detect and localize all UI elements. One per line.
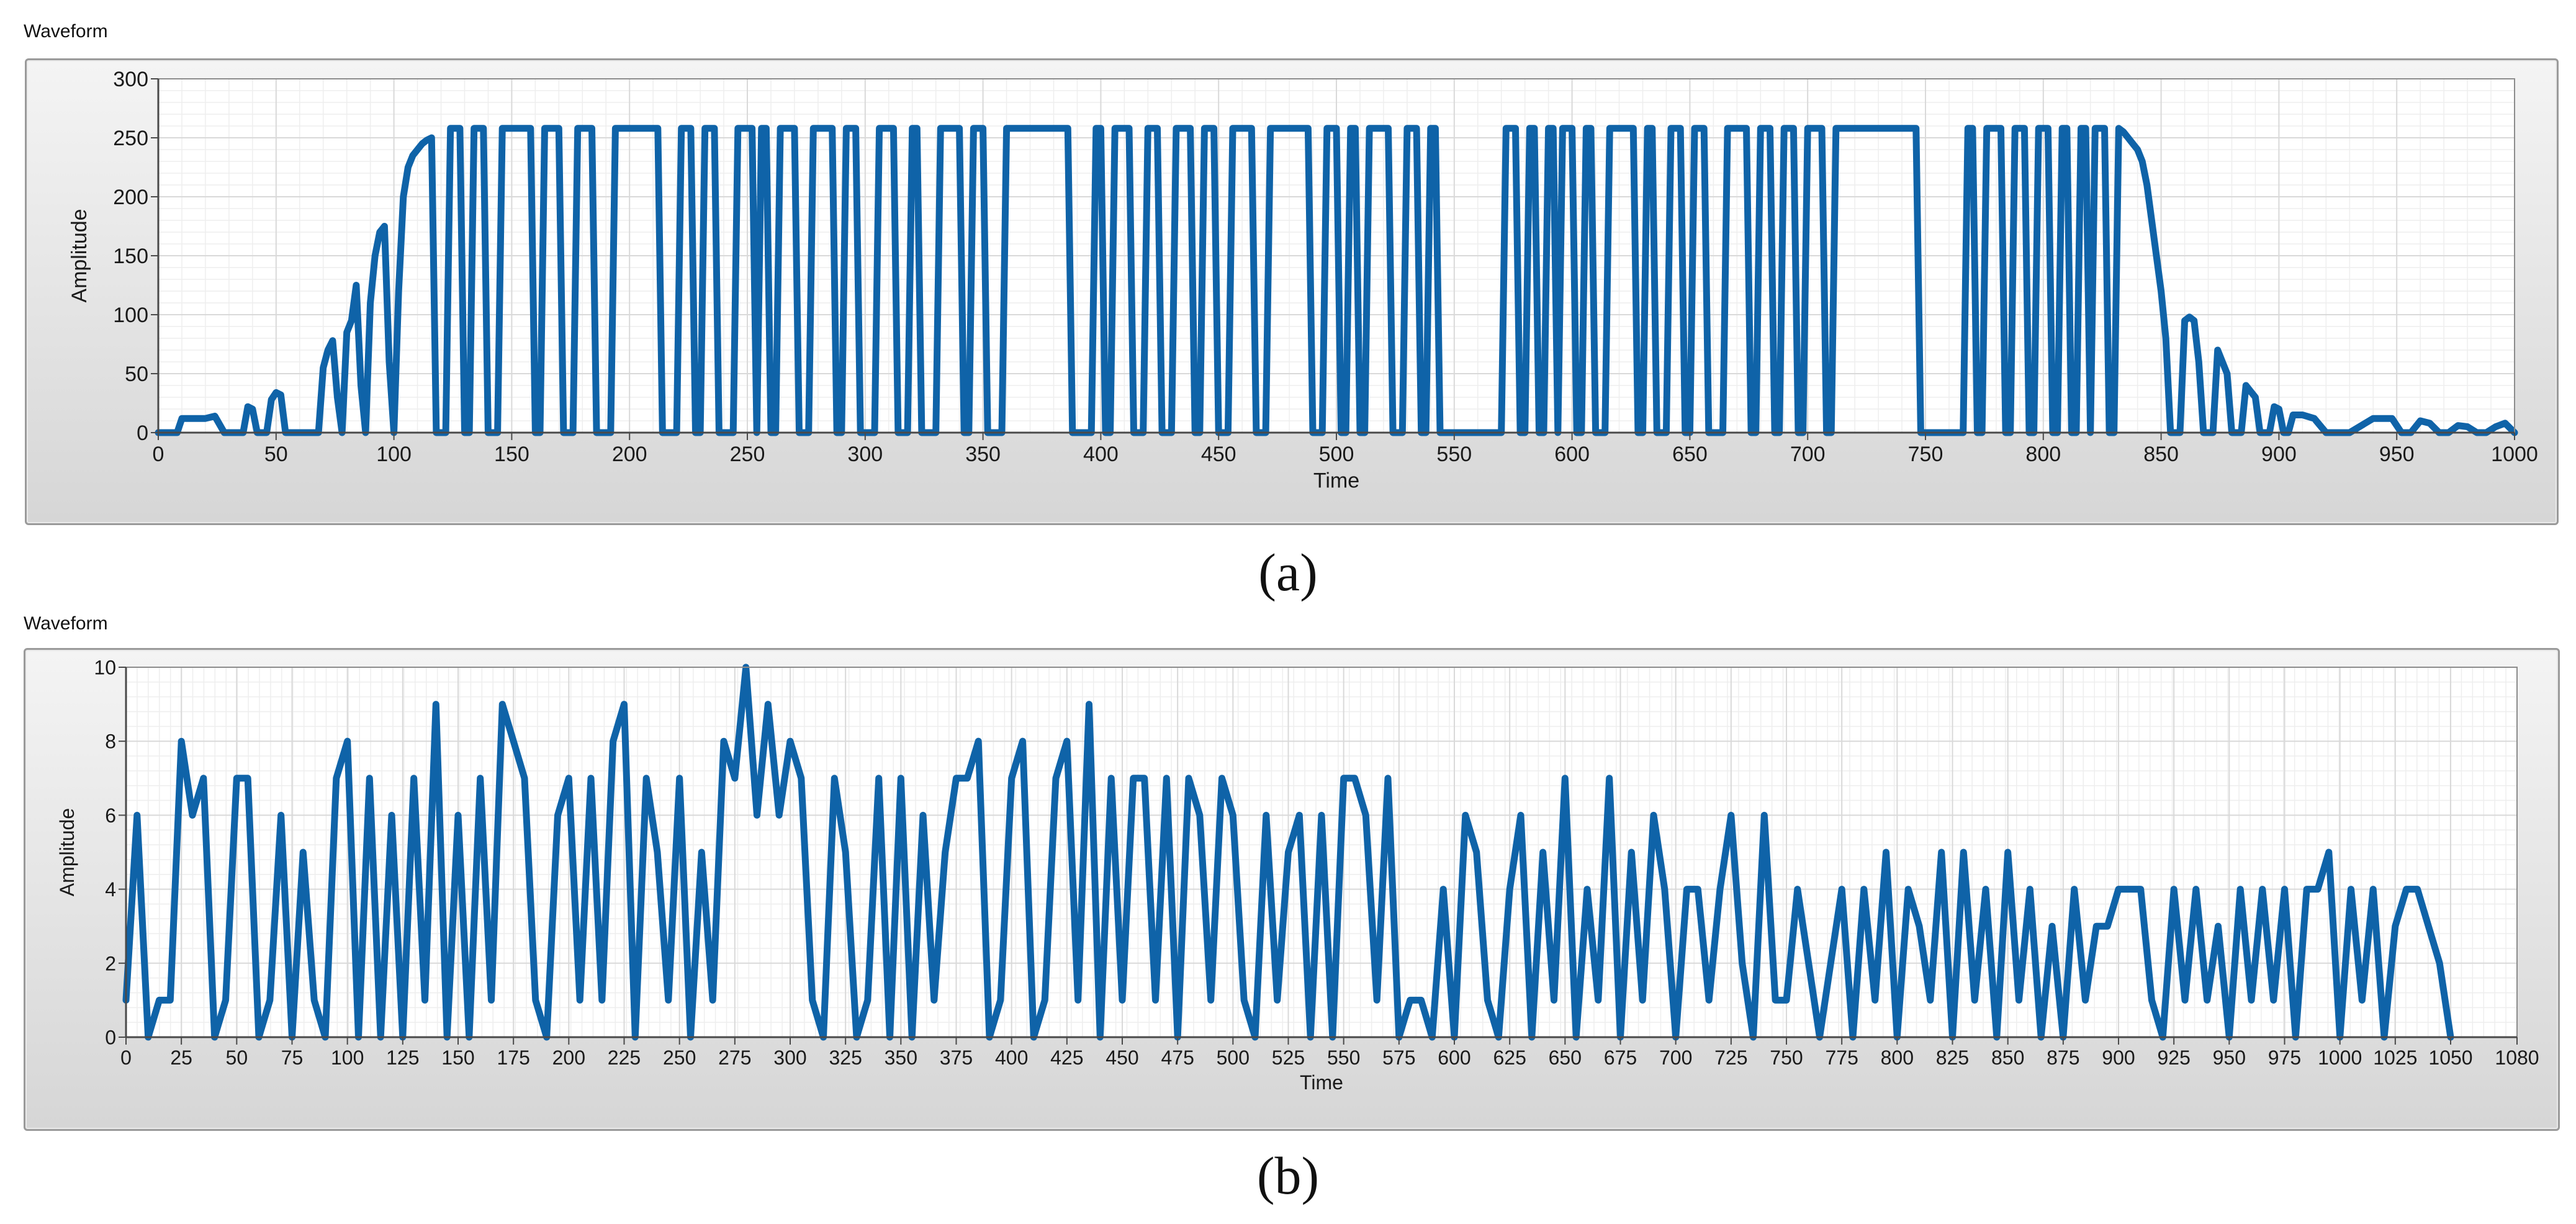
waveform-label-b: Waveform [24, 613, 108, 634]
x-tick-label: 50 [226, 1046, 248, 1069]
x-tick-label: 1000 [2491, 443, 2538, 466]
x-tick-label: 650 [1672, 443, 1708, 466]
y-axis-label-b: Amplitude [56, 808, 78, 896]
y-tick-label: 300 [113, 68, 148, 91]
x-tick-label: 375 [940, 1046, 973, 1069]
x-tick-label: 325 [829, 1046, 862, 1069]
caption-b: (b) [1256, 1146, 1320, 1205]
x-tick-label: 425 [1050, 1046, 1083, 1069]
x-tick-label: 250 [663, 1046, 696, 1069]
x-tick-label: 0 [120, 1046, 132, 1069]
y-tick-label: 0 [105, 1027, 116, 1049]
x-tick-label: 800 [2025, 443, 2061, 466]
x-tick-label: 975 [2268, 1046, 2301, 1069]
x-tick-label: 300 [773, 1046, 806, 1069]
x-tick-label: 175 [497, 1046, 529, 1069]
y-tick-label: 4 [105, 878, 116, 901]
x-tick-label: 475 [1161, 1046, 1194, 1069]
x-tick-label: 525 [1272, 1046, 1305, 1069]
waveform-chart-a: 0 50 100 150 200 250 300 350 400 450 500 550 600 650 7… [68, 68, 2538, 493]
x-tick-label: 625 [1493, 1046, 1526, 1069]
x-tick-label: 0 [153, 443, 164, 466]
x-tick-label: 925 [2157, 1046, 2190, 1069]
x-tick-label: 700 [1790, 443, 1826, 466]
x-tick-label: 1080 [2495, 1046, 2539, 1069]
x-tick-label: 75 [281, 1046, 304, 1069]
x-tick-label: 950 [2213, 1046, 2246, 1069]
x-tick-label: 275 [718, 1046, 751, 1069]
x-tick-label: 200 [552, 1046, 585, 1069]
x-tick-label: 500 [1217, 1046, 1250, 1069]
x-tick-label: 400 [1083, 443, 1119, 466]
x-tick-label: 50 [264, 443, 288, 466]
x-tick-label: 25 [170, 1046, 192, 1069]
x-tick-label: 950 [2379, 443, 2415, 466]
y-tick-label: 6 [105, 804, 116, 827]
x-tick-label: 825 [1936, 1046, 1969, 1069]
x-tick-label: 350 [965, 443, 1001, 466]
x-tick-label: 600 [1438, 1046, 1470, 1069]
x-tick-label: 775 [1825, 1046, 1858, 1069]
x-tick-label: 450 [1106, 1046, 1138, 1069]
x-tick-label: 200 [612, 443, 647, 466]
x-tick-label: 150 [494, 443, 529, 466]
caption-a: (a) [1258, 542, 1318, 602]
x-tick-label: 250 [730, 443, 765, 466]
x-tick-label: 1000 [2318, 1046, 2362, 1069]
x-tick-label: 725 [1714, 1046, 1747, 1069]
waveform-panel-a: 0 50 100 150 200 250 300 350 400 450 500 550 600 650 7… [25, 58, 2559, 525]
y-tick-label: 250 [113, 127, 148, 150]
y-tick-label: 200 [113, 186, 148, 209]
x-tick-label: 225 [608, 1046, 641, 1069]
x-tick-label: 1025 [2373, 1046, 2417, 1069]
y-tick-label: 10 [94, 657, 116, 679]
y-tick-label: 2 [105, 952, 116, 974]
x-tick-label: 300 [847, 443, 883, 466]
x-tick-label: 550 [1327, 1046, 1360, 1069]
x-tick-label: 450 [1201, 443, 1236, 466]
x-tick-label: 800 [1881, 1046, 1914, 1069]
x-tick-label: 600 [1554, 443, 1590, 466]
x-tick-label: 650 [1549, 1046, 1582, 1069]
y-tick-label: 150 [113, 245, 148, 268]
x-tick-label: 900 [2261, 443, 2297, 466]
x-tick-label: 850 [1991, 1046, 2024, 1069]
x-tick-label: 100 [331, 1046, 364, 1069]
x-axis-label-a: Time [1313, 469, 1359, 493]
x-tick-label: 675 [1604, 1046, 1637, 1069]
waveform-panel-b: 0 25 50 75 100 125 150 175 200 225 250 275 300 325 350… [24, 648, 2560, 1131]
waveform-chart-b: 0 25 50 75 100 125 150 175 200 225 250 275 300 325 350… [56, 657, 2539, 1094]
x-tick-label: 700 [1659, 1046, 1692, 1069]
x-tick-label: 850 [2143, 443, 2179, 466]
y-axis-label-a: Amplitude [68, 209, 91, 302]
y-tick-label: 8 [105, 731, 116, 753]
x-tick-label: 750 [1908, 443, 1943, 466]
x-tick-label: 100 [376, 443, 412, 466]
x-tick-label: 500 [1319, 443, 1354, 466]
x-tick-label: 900 [2102, 1046, 2135, 1069]
x-tick-label: 400 [995, 1046, 1028, 1069]
y-tick-label: 0 [137, 421, 148, 445]
waveform-label-a: Waveform [24, 21, 108, 42]
x-tick-label: 350 [885, 1046, 917, 1069]
x-tick-label: 750 [1770, 1046, 1803, 1069]
y-tick-label: 50 [125, 362, 148, 386]
x-axis-label-b: Time [1300, 1071, 1343, 1094]
y-tick-label: 100 [113, 304, 148, 327]
x-tick-label: 125 [386, 1046, 419, 1069]
x-tick-label: 875 [2047, 1046, 2079, 1069]
x-tick-label: 575 [1382, 1046, 1415, 1069]
x-tick-label: 150 [441, 1046, 474, 1069]
x-tick-label: 1050 [2428, 1046, 2472, 1069]
x-tick-label: 550 [1436, 443, 1472, 466]
